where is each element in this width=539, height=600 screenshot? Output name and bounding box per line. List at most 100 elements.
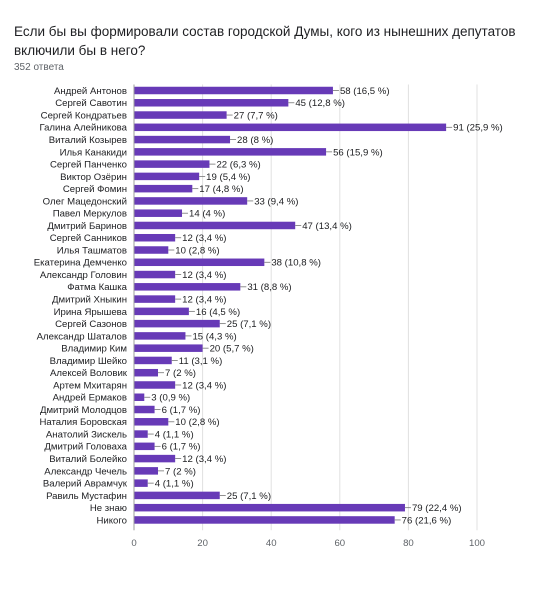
bar (134, 368, 159, 377)
category-label: Ирина Ярышева (54, 307, 128, 318)
bar (134, 99, 289, 107)
category-label: Равиль Мустафин (46, 491, 127, 502)
value-label: 38 (10,8 %) (271, 258, 321, 269)
category-label: Фатма Кашка (67, 282, 127, 293)
bar (134, 283, 241, 291)
bar (134, 430, 148, 438)
value-label: 12 (3,4 %) (182, 233, 226, 244)
response-count: 352 ответа (14, 62, 64, 73)
x-tick-label: 0 (131, 538, 136, 549)
category-label: Валерий Аврамчук (43, 479, 128, 490)
bar (134, 184, 193, 193)
bar (134, 197, 248, 205)
value-label: 31 (8,8 %) (247, 282, 291, 293)
category-label: Сергей Фомин (63, 184, 127, 195)
x-tick-label: 100 (469, 538, 485, 549)
bar (134, 344, 203, 352)
category-label: Илья Канакиди (60, 147, 127, 158)
value-label: 3 (0,9 %) (151, 393, 190, 404)
category-label: Дмитрий Головаха (44, 442, 127, 453)
category-label: Екатерина Демченко (34, 258, 127, 269)
category-label: Дмитрий Молодцов (40, 405, 127, 416)
bar (134, 135, 231, 144)
category-label: Сергей Кондратьев (41, 110, 127, 121)
value-label: 47 (13,4 %) (302, 221, 352, 232)
bar (134, 491, 220, 500)
bar (134, 418, 169, 426)
x-tick-label: 60 (334, 538, 345, 549)
value-label: 14 (4 %) (189, 209, 225, 220)
value-label: 25 (7,1 %) (227, 319, 271, 330)
value-label: 79 (22,4 %) (412, 503, 462, 514)
category-label: Сергей Санников (50, 233, 127, 244)
question-title: Если бы вы формировали состав городской … (14, 24, 516, 58)
bar (134, 516, 395, 524)
category-label: Сергей Панченко (50, 160, 127, 171)
category-label: Андрей Ермаков (53, 393, 127, 404)
bar (134, 148, 327, 156)
value-label: 20 (5,7 %) (210, 344, 254, 355)
category-label: Виталий Болейко (49, 454, 127, 465)
category-label: Сергей Савотин (55, 98, 127, 109)
x-tick-label: 80 (403, 538, 414, 549)
bar (134, 221, 296, 230)
category-label: Илья Ташматов (57, 245, 127, 256)
category-label: Никого (96, 515, 127, 526)
bar (134, 307, 189, 316)
bar (134, 270, 176, 279)
bar (134, 86, 333, 95)
bar (134, 160, 210, 168)
category-label: Виталий Козырев (49, 135, 127, 146)
x-tick-label: 20 (197, 538, 208, 549)
category-label: Александр Головин (40, 270, 127, 281)
bar (134, 503, 405, 512)
value-label: 6 (1,7 %) (162, 442, 201, 453)
value-label: 6 (1,7 %) (162, 405, 201, 416)
bar (134, 123, 447, 132)
value-label: 16 (4,5 %) (196, 307, 240, 318)
bar (134, 442, 155, 451)
value-label: 7 (2 %) (165, 466, 196, 477)
category-label: Галина Алейникова (39, 123, 127, 134)
value-label: 91 (25,9 %) (453, 123, 503, 134)
value-label: 56 (15,9 %) (333, 147, 383, 158)
category-label: Сергей Сазонов (55, 319, 127, 330)
category-label: Наталия Боровская (39, 417, 127, 428)
category-label: Олег Мацедонский (43, 196, 127, 207)
bar (134, 405, 155, 414)
value-label: 22 (6,3 %) (216, 160, 260, 171)
category-label: Не знаю (90, 503, 127, 514)
bar (134, 258, 265, 267)
bar (134, 467, 159, 475)
bar (134, 356, 172, 365)
x-tick-label: 40 (266, 538, 277, 549)
bar (134, 295, 176, 303)
category-label: Анатолий Зискель (46, 429, 127, 440)
bar (134, 319, 220, 328)
value-label: 12 (3,4 %) (182, 454, 226, 465)
bar (134, 381, 176, 389)
category-label: Владимир Шейко (50, 356, 127, 367)
value-label: 4 (1,1 %) (155, 429, 194, 440)
value-label: 10 (2,8 %) (175, 245, 219, 256)
value-label: 45 (12,8 %) (295, 98, 345, 109)
bar (134, 233, 176, 242)
value-label: 7 (2 %) (165, 368, 196, 379)
category-label: Виктор Озёрин (60, 172, 127, 183)
value-label: 12 (3,4 %) (182, 380, 226, 391)
category-label: Артем Мхитарян (53, 380, 127, 391)
value-label: 58 (16,5 %) (340, 86, 390, 97)
bar (134, 332, 186, 340)
value-label: 27 (7,7 %) (234, 110, 278, 121)
category-label: Андрей Антонов (54, 86, 127, 97)
bar (134, 393, 145, 401)
category-label: Павел Меркулов (53, 209, 127, 220)
category-label: Дмитрий Баринов (47, 221, 127, 232)
category-label: Владимир Ким (61, 344, 127, 355)
value-label: 28 (8 %) (237, 135, 273, 146)
bar (134, 172, 200, 181)
value-label: 11 (3,1 %) (179, 356, 223, 367)
value-label: 4 (1,1 %) (155, 479, 194, 490)
value-label: 15 (4,3 %) (192, 331, 236, 342)
bar (134, 454, 176, 463)
